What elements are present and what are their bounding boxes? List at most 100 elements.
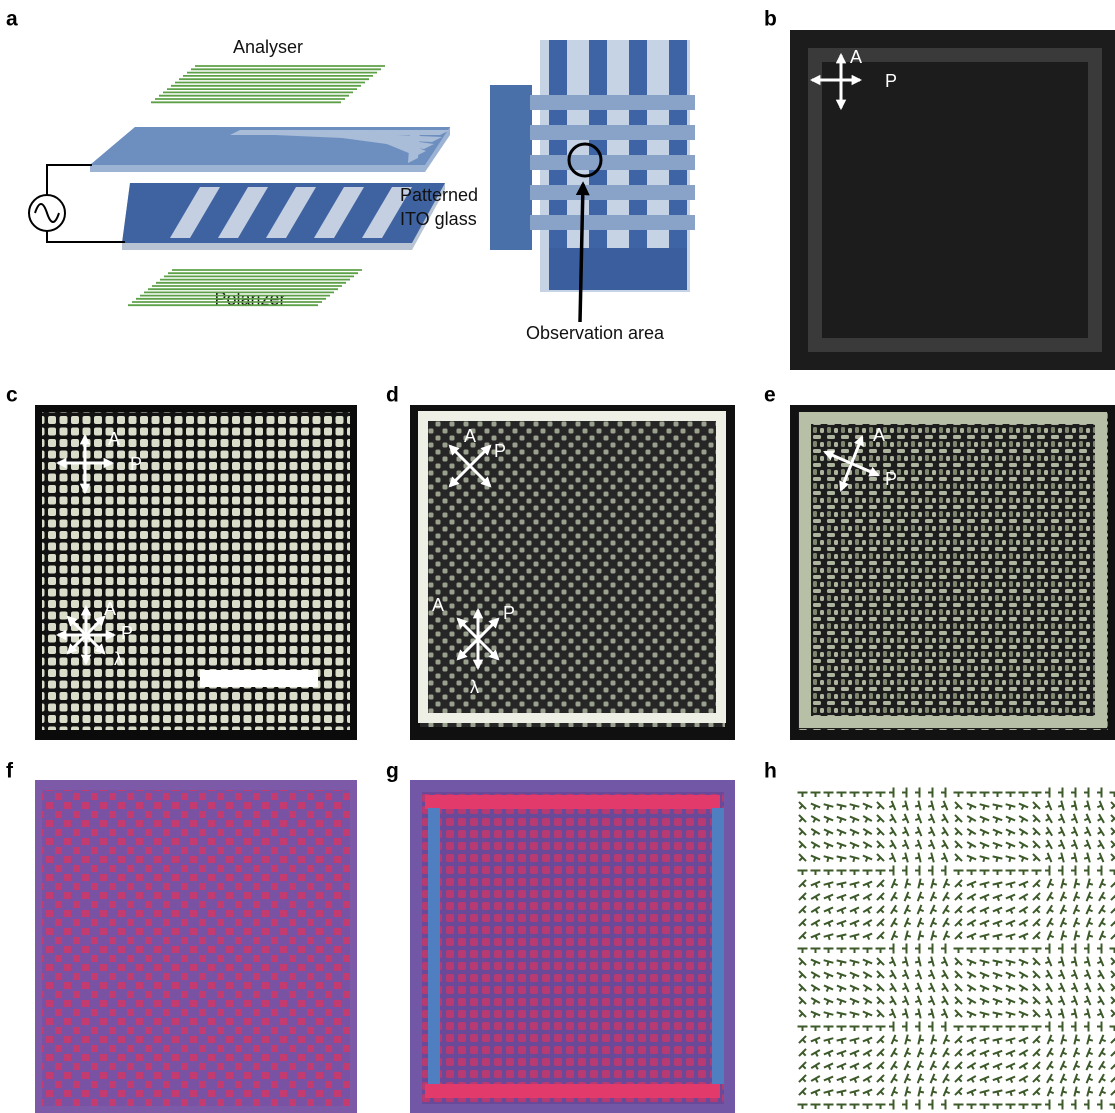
director-tail	[840, 962, 841, 966]
director-tail	[1071, 962, 1075, 963]
director-tail	[902, 806, 906, 807]
director-tail	[1071, 806, 1075, 807]
director-tail	[1009, 806, 1010, 810]
analyser-label: A	[108, 429, 120, 449]
director-tail	[1063, 884, 1067, 885]
analyser-label: A	[850, 47, 862, 67]
director-tail	[907, 1092, 911, 1093]
director-tail	[827, 1014, 828, 1018]
caption: ITO glass	[400, 209, 477, 229]
director-tail	[933, 1040, 937, 1041]
director-tail	[1084, 962, 1088, 963]
director-tail	[1058, 858, 1062, 859]
red-border	[425, 1084, 720, 1098]
director-tail	[1011, 1092, 1012, 1096]
director-tail	[855, 936, 856, 940]
analyser-label: A	[432, 595, 444, 615]
director-tail	[915, 806, 919, 807]
panel-label: d	[386, 384, 399, 407]
director-tail	[1076, 1040, 1080, 1041]
analyser-label: A	[104, 599, 116, 619]
director-tail	[853, 806, 854, 810]
panel-label: e	[764, 384, 776, 407]
director-tail	[933, 936, 937, 937]
director-tail	[920, 884, 924, 885]
electrode	[530, 95, 695, 110]
electrode	[530, 185, 695, 200]
director-tail	[983, 858, 984, 862]
cell-schematic	[29, 127, 450, 250]
director-tail	[1089, 1092, 1093, 1093]
director-tail	[1076, 936, 1080, 937]
director-tail	[1009, 962, 1010, 966]
director-tail	[998, 1092, 999, 1096]
scale-bar	[200, 670, 318, 687]
director-tail	[1089, 1040, 1093, 1041]
director-tail	[983, 806, 984, 810]
director-tail	[902, 1014, 906, 1015]
director-tail	[915, 1014, 919, 1015]
plate-label: λ	[114, 649, 123, 669]
director-tail	[829, 936, 830, 940]
director-tail	[855, 884, 856, 888]
blue-border	[428, 808, 440, 1084]
director-tail	[829, 884, 830, 888]
panel-label: b	[764, 8, 777, 31]
polarizer-label: P	[121, 623, 133, 643]
director-tail	[985, 936, 986, 940]
director-tail	[842, 1040, 843, 1044]
director-tail	[933, 884, 937, 885]
director-tail	[985, 1040, 986, 1044]
director-tail	[842, 884, 843, 888]
electrode	[530, 125, 695, 140]
director-tail	[842, 936, 843, 940]
director-tail	[1089, 936, 1093, 937]
director-tail	[1011, 884, 1012, 888]
director-tail	[920, 1092, 924, 1093]
director-tail	[1084, 806, 1088, 807]
director-tail	[1009, 1014, 1010, 1018]
director-tail	[998, 1040, 999, 1044]
director-tail	[983, 1014, 984, 1018]
director-tail	[996, 806, 997, 810]
director-tail	[983, 962, 984, 966]
director-tail	[855, 1092, 856, 1096]
director-tail	[920, 936, 924, 937]
director-tail	[1071, 858, 1075, 859]
director-tail	[920, 1040, 924, 1041]
analyser-label: A	[464, 426, 476, 446]
micrograph	[420, 412, 725, 727]
director-tail	[1009, 858, 1010, 862]
director-tail	[928, 858, 932, 859]
panel-label: c	[6, 384, 18, 407]
director-tail	[853, 1014, 854, 1018]
director-tail	[996, 858, 997, 862]
polarizer-label: P	[130, 454, 142, 474]
panel-label: f	[6, 760, 14, 783]
director-tail	[998, 936, 999, 940]
panel-label: g	[386, 760, 399, 783]
director-tail	[840, 806, 841, 810]
director-tail	[1089, 884, 1093, 885]
director-tail	[996, 962, 997, 966]
blue-border	[712, 808, 724, 1084]
director-tail	[1011, 936, 1012, 940]
plate-label: λ	[470, 677, 479, 697]
director-tail	[1058, 962, 1062, 963]
polarizer-label: P	[494, 441, 506, 461]
director-tail	[998, 884, 999, 888]
director-tail	[928, 962, 932, 963]
director-tail	[1058, 1014, 1062, 1015]
director-tail	[827, 858, 828, 862]
director-tail	[907, 936, 911, 937]
caption: Observation area	[526, 323, 665, 343]
director-tail	[827, 962, 828, 966]
director-tail	[1084, 1014, 1088, 1015]
micrograph	[42, 790, 350, 1106]
director-tail	[907, 1040, 911, 1041]
caption: Patterned	[400, 185, 478, 205]
polarizer-label: P	[885, 469, 897, 489]
polarizer-label: P	[503, 603, 515, 623]
analyser-label: A	[873, 425, 885, 445]
director-tail	[1076, 1092, 1080, 1093]
